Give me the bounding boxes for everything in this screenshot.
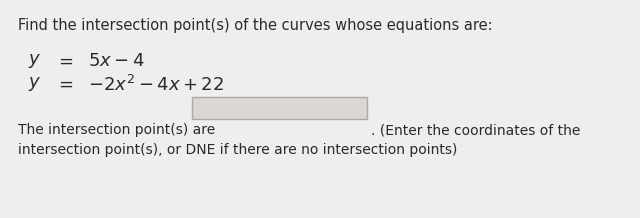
Text: intersection point(s), or DNE if there are no intersection points): intersection point(s), or DNE if there a… (18, 143, 458, 157)
Text: $=$: $=$ (55, 75, 74, 93)
Text: The intersection point(s) are: The intersection point(s) are (18, 123, 215, 137)
Text: $=$: $=$ (55, 52, 74, 70)
FancyBboxPatch shape (192, 97, 367, 119)
Text: $-2x^2-4x+22$: $-2x^2-4x+22$ (88, 75, 224, 95)
Text: $5x-4$: $5x-4$ (88, 52, 145, 70)
Text: $y$: $y$ (28, 52, 42, 70)
Text: Find the intersection point(s) of the curves whose equations are:: Find the intersection point(s) of the cu… (18, 18, 493, 33)
Text: $y$: $y$ (28, 75, 42, 93)
Text: . (Enter the coordinates of the: . (Enter the coordinates of the (371, 123, 580, 137)
